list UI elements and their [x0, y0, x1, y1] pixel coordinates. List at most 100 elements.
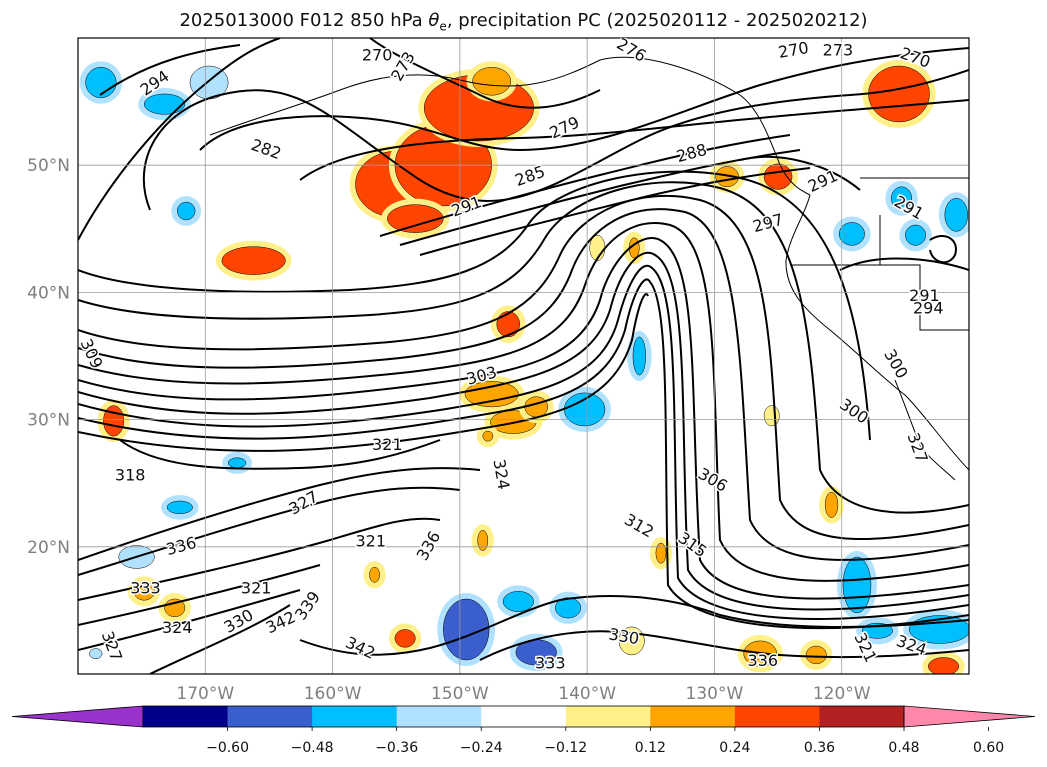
precip-area — [143, 93, 186, 115]
map-plot-area — [78, 38, 969, 674]
lon-tick-label: 130°W — [686, 684, 744, 704]
lat-tick-label: 30°N — [27, 411, 70, 431]
colorbar: −0.60 −0.48 −0.36 −0.24 −0.12 0.12 0.24 0.36 0.4… — [11, 705, 1036, 756]
contour-value-label: 273 — [823, 40, 854, 59]
precip-area — [166, 500, 193, 514]
precip-area — [944, 198, 968, 232]
colorbar-tick-label: −0.60 — [206, 740, 249, 756]
colorbar-tick-label: 0.24 — [719, 740, 750, 756]
colorbar-segment — [396, 706, 482, 727]
colorbar-tick-label: −0.24 — [460, 740, 503, 756]
contour-line — [119, 439, 441, 470]
precip-area — [838, 222, 865, 246]
title-theta-subscript: e — [439, 19, 447, 34]
colorbar-tick-label: 0.36 — [804, 740, 835, 756]
precip-area — [177, 201, 196, 221]
baja-california-coast — [894, 379, 956, 481]
precip-area — [805, 645, 827, 665]
title-suffix: , precipitation PC (2025020112 - 2025020… — [446, 10, 868, 31]
precip-area — [472, 67, 512, 96]
colorbar-segment — [650, 706, 736, 727]
contour-line — [78, 237, 969, 600]
colorbar-tick-label: −0.12 — [544, 740, 587, 756]
colorbar-tick-label: 0.48 — [888, 740, 919, 756]
colorbar-segment — [734, 706, 820, 727]
contour-value-label: 333 — [130, 579, 161, 598]
precip-area — [655, 542, 667, 564]
lon-tick-label: 150°W — [431, 684, 489, 704]
contour-value-label: 336 — [748, 651, 779, 670]
colorbar-segment — [565, 706, 651, 727]
precip-area — [632, 336, 646, 376]
contour-line — [78, 278, 969, 630]
contour-line — [78, 252, 969, 611]
north-america-west-coast — [785, 194, 969, 471]
lon-tick-label: 120°W — [813, 684, 871, 704]
contour-line — [99, 44, 241, 96]
contour-line — [78, 486, 461, 576]
coastlines — [209, 56, 969, 481]
precip-area — [891, 186, 912, 210]
colorbar-segment — [143, 706, 229, 727]
axis-ticks: 170°W 160°W 150°W 140°W 130°W 120°W 50°N 40°N 30… — [27, 156, 871, 704]
contour-line — [929, 235, 957, 264]
precip-area — [928, 657, 960, 674]
precip-area — [502, 591, 534, 612]
contour-line — [739, 155, 861, 191]
precip-area — [563, 392, 606, 427]
contour-value-label: 324 — [162, 618, 193, 637]
precip-area — [763, 163, 793, 190]
colorbar-segment — [312, 706, 398, 727]
precip-area — [824, 491, 839, 518]
contour-line — [199, 47, 969, 152]
colorbar-extend-low — [11, 705, 144, 728]
precip-area — [868, 65, 930, 123]
precip-area — [464, 381, 519, 408]
contour-line — [78, 264, 969, 620]
lat-tick-label: 20°N — [27, 538, 70, 558]
contour-value-label: 270 — [362, 46, 393, 65]
colorbar-segment — [227, 706, 313, 727]
contour-line — [299, 99, 969, 181]
contour-line — [78, 293, 649, 452]
title-theta-symbol: θ — [428, 10, 440, 31]
contour-line — [479, 630, 969, 661]
precip-area — [394, 629, 416, 648]
precip-area — [443, 598, 490, 661]
precip-area — [555, 597, 582, 619]
contour-value-label: 336 — [164, 533, 198, 559]
contour-line — [379, 134, 791, 237]
contour-line — [78, 222, 969, 582]
lon-tick-label: 160°W — [304, 684, 362, 704]
contour-line — [399, 149, 801, 246]
contour-line — [78, 467, 481, 561]
precip-area — [89, 648, 103, 659]
colorbar-tick-label: −0.36 — [375, 740, 418, 756]
colorbar-outline — [142, 705, 905, 728]
contour-value-label: 291 — [909, 286, 940, 305]
precip-area — [482, 430, 494, 442]
contour-line — [419, 167, 811, 256]
contour-value-label: 318 — [115, 465, 146, 484]
lon-tick-label: 140°W — [558, 684, 616, 704]
colorbar-extend-high — [903, 705, 1036, 728]
precip-area — [763, 405, 780, 427]
title-prefix: 2025013000 F012 850 hPa — [179, 10, 429, 31]
precip-area — [842, 556, 872, 614]
contour-line — [78, 564, 321, 626]
colorbar-tick-label: −0.48 — [291, 740, 334, 756]
colorbar-tick-label: 0.60 — [973, 740, 1004, 756]
gridlines — [78, 38, 969, 674]
precip-area — [905, 224, 926, 246]
chart-title: 2025013000 F012 850 hPa θe, precipitatio… — [0, 10, 1047, 34]
contour-line — [78, 589, 301, 651]
precip-area — [369, 566, 380, 583]
alaska-coastline — [209, 56, 811, 196]
contour-value-label: 321 — [241, 579, 272, 598]
lon-tick-label: 170°W — [176, 684, 234, 704]
contour-value-label: 321 — [372, 435, 403, 454]
contour-line — [78, 208, 969, 561]
precip-area — [227, 457, 247, 469]
contour-line — [78, 181, 969, 514]
